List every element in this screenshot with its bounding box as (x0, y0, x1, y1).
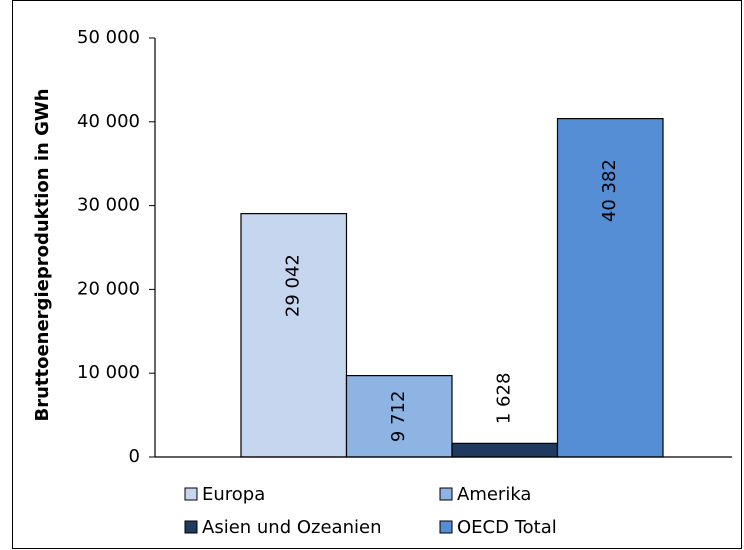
legend-label: Amerika (457, 484, 531, 505)
data-label: 40 382 (599, 159, 620, 222)
legend-swatch (184, 520, 198, 534)
y-tick-label: 40 000 (77, 111, 140, 132)
legend-swatch (439, 487, 453, 501)
legend-swatch (439, 520, 453, 534)
y-tick-label: 10 000 (77, 362, 140, 383)
bar (240, 213, 348, 458)
bar (451, 442, 559, 458)
y-axis-label: Bruttoenergieproduktion in GWh (32, 88, 53, 421)
y-tick-label: 0 (129, 446, 140, 467)
data-label: 29 042 (283, 254, 304, 317)
data-label: 1 628 (494, 373, 515, 425)
bar (556, 117, 664, 458)
legend-label: OECD Total (457, 517, 557, 538)
legend-swatch (184, 487, 198, 501)
data-label: 9 712 (388, 391, 409, 443)
y-tick-label: 30 000 (77, 195, 140, 216)
legend-label: Asien und Ozeanien (202, 517, 381, 538)
y-tick-label: 50 000 (77, 27, 140, 48)
bar (345, 375, 453, 458)
y-tick-label: 20 000 (77, 278, 140, 299)
legend-label: Europa (202, 484, 265, 505)
